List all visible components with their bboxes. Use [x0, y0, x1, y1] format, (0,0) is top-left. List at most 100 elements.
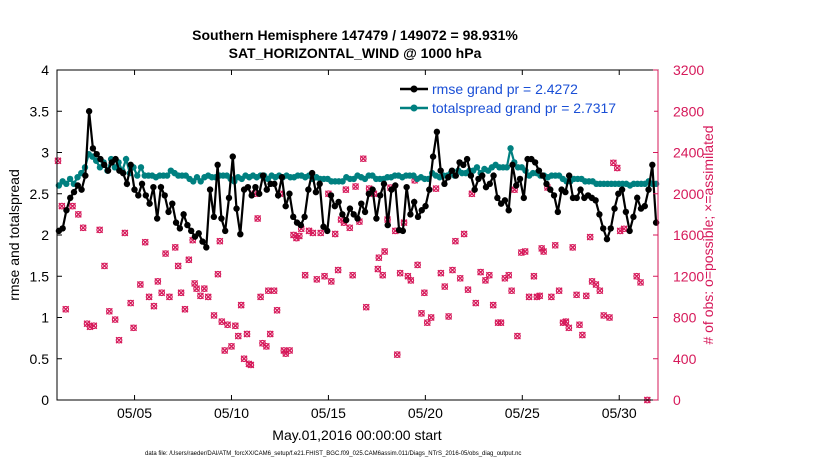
- obs-marker: [158, 289, 166, 297]
- rmse-point: [448, 167, 456, 174]
- spread-point: [197, 178, 204, 185]
- obs-marker: [127, 299, 135, 307]
- rmse-point: [535, 167, 543, 174]
- chart-subtitle: SAT_HORIZONTAL_WIND @ 1000 hPa: [228, 45, 482, 61]
- obs-marker: [334, 266, 342, 274]
- obs-marker: [111, 316, 119, 324]
- obs-marker: [101, 262, 108, 270]
- obs-marker: [197, 292, 204, 300]
- obs-marker: [582, 292, 590, 300]
- rmse-point: [471, 186, 478, 193]
- rmse-point: [467, 172, 475, 179]
- obs-marker: [69, 202, 76, 210]
- rmse-point: [645, 186, 652, 193]
- rmse-point: [622, 208, 630, 216]
- obs-marker: [218, 318, 226, 326]
- obs-marker: [154, 277, 162, 285]
- obs-marker: [489, 301, 497, 309]
- spread-point: [163, 172, 171, 179]
- rmse-point: [282, 202, 289, 210]
- y-left-tick-label: 2.5: [30, 186, 50, 202]
- obs-marker: [327, 277, 335, 285]
- obs-marker: [262, 342, 270, 350]
- rmse-point: [131, 186, 138, 193]
- obs-marker: [423, 319, 431, 327]
- legend-rmse-marker: [410, 85, 418, 93]
- y-left-tick-label: 0: [41, 392, 49, 408]
- obs-marker: [270, 287, 278, 295]
- obs-marker: [374, 265, 382, 273]
- rmse-point: [365, 190, 373, 197]
- rmse-point: [426, 186, 433, 193]
- rmse-point: [278, 174, 286, 181]
- spread-point: [74, 174, 81, 181]
- obs-marker: [54, 157, 62, 165]
- rmse-point: [222, 227, 229, 235]
- rmse-point: [290, 213, 297, 221]
- obs-marker: [609, 159, 617, 167]
- obs-marker: [200, 285, 208, 293]
- obs-marker: [177, 289, 185, 297]
- rmse-point: [596, 211, 603, 218]
- rmse-point: [214, 161, 221, 169]
- obs-marker: [121, 229, 129, 237]
- obs-marker: [174, 262, 182, 270]
- rmse-point: [634, 194, 641, 202]
- spread-point: [190, 178, 197, 185]
- obs-marker: [600, 311, 608, 319]
- obs-marker: [432, 185, 440, 193]
- y-left-tick-label: 4: [41, 62, 49, 78]
- legend-spread-marker: [410, 104, 418, 112]
- rmse-point: [127, 161, 134, 169]
- rmse-point: [218, 215, 225, 222]
- obs-marker: [592, 281, 600, 288]
- rmse-point: [407, 211, 414, 218]
- obs-marker: [273, 306, 281, 314]
- obs-marker: [165, 293, 173, 301]
- spread-point: [503, 164, 511, 171]
- y-right-tick-label: 0: [673, 392, 681, 408]
- rmse-point: [165, 208, 172, 216]
- y-right-tick-label: 400: [673, 351, 697, 367]
- rmse-point: [592, 197, 599, 204]
- rmse-point: [433, 128, 441, 136]
- obs-marker: [309, 229, 317, 237]
- obs-marker: [181, 305, 189, 313]
- spread-point: [339, 178, 346, 185]
- rmse-point: [501, 197, 509, 204]
- rmse-point: [339, 211, 346, 218]
- rmse-point: [59, 225, 66, 232]
- obs-marker: [257, 293, 265, 301]
- rmse-point: [369, 186, 376, 193]
- rmse-point: [418, 207, 425, 214]
- rmse-point: [543, 180, 550, 188]
- rmse-point: [441, 180, 448, 188]
- rmse-point: [82, 172, 89, 179]
- legend-box: [396, 76, 654, 116]
- obs-marker: [396, 269, 404, 277]
- y-axis-right-label: # of obs: o=possible; ×=assimilated: [700, 125, 716, 344]
- obs-marker: [247, 361, 255, 369]
- rmse-point: [460, 161, 467, 169]
- obs-marker: [497, 319, 505, 327]
- rmse-point: [135, 192, 142, 199]
- y-left-tick-label: 0.5: [30, 351, 50, 367]
- obs-marker: [234, 332, 242, 340]
- rmse-point: [376, 192, 384, 199]
- legend-spread-label: totalspread grand pr = 2.7317: [432, 100, 616, 116]
- rmse-point: [452, 172, 459, 179]
- obs-marker: [586, 233, 594, 241]
- y-left-tick-label: 1: [41, 310, 49, 326]
- chart-title: Southern Hemisphere 147479 / 149072 = 98…: [192, 27, 518, 43]
- obs-marker: [240, 355, 248, 363]
- obs-marker: [381, 248, 389, 255]
- rmse-point: [184, 221, 191, 229]
- x-tick-label: 05/25: [505, 405, 540, 421]
- rmse-point: [305, 186, 312, 193]
- y-right-tick-label: 3200: [673, 62, 704, 78]
- rmse-point: [138, 180, 146, 188]
- obs-marker: [616, 227, 624, 235]
- rmse-point: [74, 182, 81, 189]
- obs-marker: [210, 311, 218, 319]
- rmse-point: [259, 172, 267, 179]
